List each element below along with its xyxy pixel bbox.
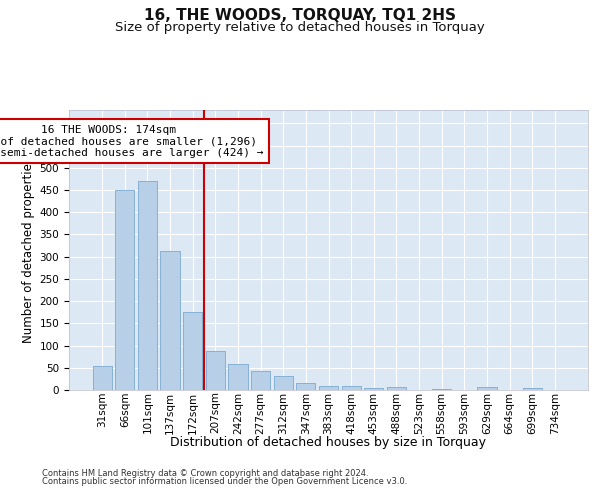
Bar (387, 388, 406, 390)
Bar (183, 312, 202, 390)
Text: Contains public sector information licensed under the Open Government Licence v3: Contains public sector information licen… (42, 477, 407, 486)
Bar (432, 389, 451, 390)
Bar (341, 386, 361, 390)
Text: Contains HM Land Registry data © Crown copyright and database right 2024.: Contains HM Land Registry data © Crown c… (42, 468, 368, 477)
Bar (477, 388, 497, 390)
Text: Size of property relative to detached houses in Torquay: Size of property relative to detached ho… (115, 21, 485, 34)
Bar (296, 384, 316, 390)
Bar (92, 366, 112, 390)
Bar (138, 181, 157, 390)
Bar (274, 376, 293, 390)
Bar (115, 190, 134, 390)
Bar (160, 251, 180, 390)
Bar (206, 351, 225, 390)
Bar (523, 388, 542, 390)
Text: 16, THE WOODS, TORQUAY, TQ1 2HS: 16, THE WOODS, TORQUAY, TQ1 2HS (144, 8, 456, 22)
X-axis label: Distribution of detached houses by size in Torquay: Distribution of detached houses by size … (170, 436, 487, 450)
Bar (364, 388, 383, 390)
Bar (251, 372, 270, 390)
Bar (229, 364, 248, 390)
Y-axis label: Number of detached properties: Number of detached properties (22, 157, 35, 343)
Text: 16 THE WOODS: 174sqm
← 75% of detached houses are smaller (1,296)
25% of semi-de: 16 THE WOODS: 174sqm ← 75% of detached h… (0, 124, 264, 158)
Bar (319, 386, 338, 390)
